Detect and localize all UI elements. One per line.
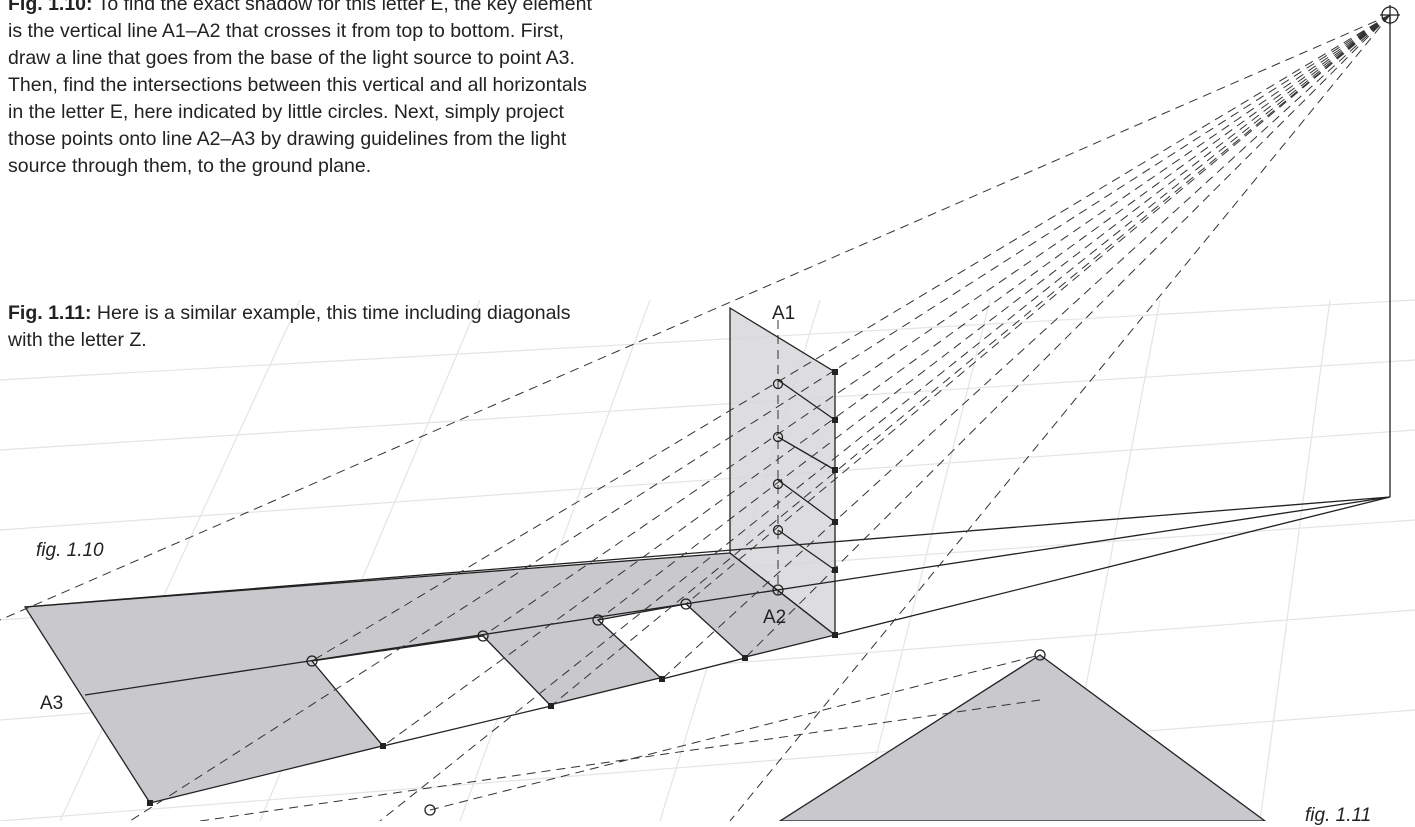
points [147,369,838,806]
figure-label: fig. 1.11 [1305,805,1372,826]
caption-text: is the vertical line A1–A2 that crosses … [8,20,564,42]
caption-line: with the letter Z. [8,327,571,354]
caption-text: those points onto line A2–A3 by drawing … [8,128,567,150]
caption-line: draw a line that goes from the base of t… [8,45,592,72]
point-label: A3 [40,693,64,714]
caption-line: those points onto line A2–A3 by drawing … [8,126,592,153]
caption-line: source through them, to the ground plane… [8,153,592,180]
caption-text: draw a line that goes from the base of t… [8,47,575,69]
caption-text: in the letter E, here indicated by littl… [8,101,564,123]
caption-line: Then, find the intersections between thi… [8,72,592,99]
figure-label: fig. 1.10 [36,540,104,561]
caption-text: with the letter Z. [8,329,147,351]
caption-line: is the vertical line A1–A2 that crosses … [8,18,592,45]
caption-text: source through them, to the ground plane… [8,155,372,177]
point-label: A2 [763,607,787,628]
caption-label: Fig. 1.11: [8,302,92,324]
intersection-circles [306,5,1400,816]
letter-z-shadow [778,654,1267,821]
caption: Fig. 1.10: To find the exact shadow for … [8,0,592,180]
caption-line: Fig. 1.11: Here is a similar example, th… [8,300,571,327]
caption-label: Fig. 1.10: [8,0,93,15]
construction-lines [24,15,1391,696]
caption: Fig. 1.11: Here is a similar example, th… [8,300,571,354]
caption-line: Fig. 1.10: To find the exact shadow for … [8,0,592,18]
caption-line: in the letter E, here indicated by littl… [8,99,592,126]
caption-text: To find the exact shadow for this letter… [97,0,592,15]
caption-text: Then, find the intersections between thi… [8,74,587,96]
point-label: A1 [772,303,796,324]
light-rays [0,14,1391,821]
caption-text: Here is a similar example, this time inc… [96,302,571,324]
